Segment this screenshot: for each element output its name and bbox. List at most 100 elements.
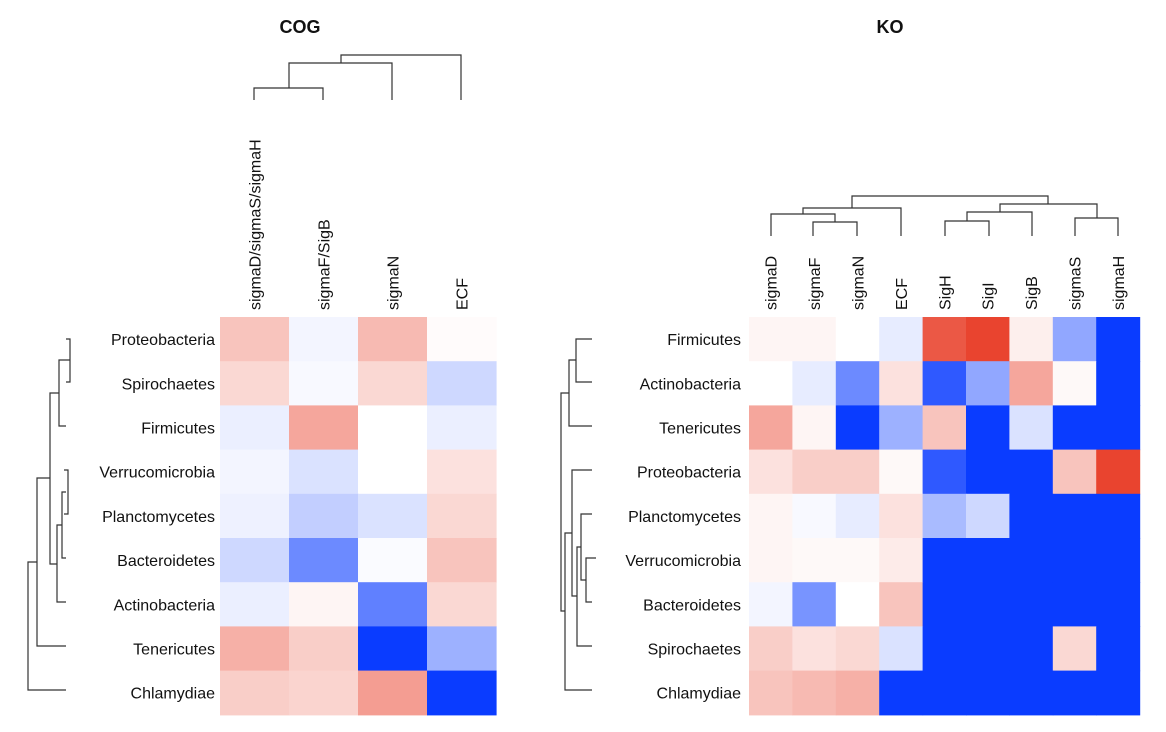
- ko-cell: [835, 493, 880, 539]
- cog-cell: [427, 361, 497, 406]
- ko-cell: [835, 582, 880, 627]
- ko-cell: [879, 449, 924, 495]
- ko-cell: [1052, 626, 1097, 672]
- ko-cell: [966, 582, 1010, 627]
- ko-cell: [879, 582, 924, 627]
- ko-cell: [922, 361, 967, 406]
- ko-cell: [879, 405, 924, 451]
- cog-row-labels: Proteobacteria Spirochaetes Firmicutes Verr…: [99, 332, 215, 703]
- cog-title: COG: [279, 17, 320, 37]
- ko-column-label: SigB: [1024, 276, 1041, 310]
- ko-cell: [749, 317, 793, 362]
- ko-column-label: SigH: [937, 275, 954, 310]
- ko-cell: [749, 626, 793, 672]
- ko-cell: [1009, 317, 1054, 362]
- ko-cell: [1009, 493, 1054, 539]
- ko-title: KO: [877, 17, 904, 37]
- ko-cell: [1052, 361, 1097, 406]
- ko-cell: [1009, 582, 1054, 627]
- ko-cell: [922, 449, 967, 495]
- cog-column-labels: sigmaD/sigmaS/sigmaH sigmaF/SigB sigmaN ECF: [248, 139, 472, 310]
- ko-cell: [792, 449, 837, 495]
- ko-cell: [835, 405, 880, 451]
- cog-row-label: Planctomycetes: [102, 509, 215, 526]
- ko-cell: [922, 317, 967, 362]
- cog-column-label: sigmaD/sigmaS/sigmaH: [248, 139, 265, 310]
- ko-cell: [1052, 449, 1097, 495]
- cog-row-label: Firmicutes: [141, 421, 215, 438]
- cog-cell: [289, 405, 359, 451]
- cog-cell: [427, 317, 497, 362]
- ko-cell: [879, 317, 924, 362]
- ko-column-label: sigmaS: [1068, 257, 1085, 310]
- ko-cell: [792, 317, 837, 362]
- ko-cell: [1096, 538, 1141, 583]
- ko-cell: [922, 626, 967, 672]
- cog-row-label: Actinobacteria: [114, 597, 215, 614]
- ko-cell: [879, 361, 924, 406]
- ko-row-label: Tenericutes: [659, 421, 741, 438]
- ko-cell: [1096, 317, 1141, 362]
- ko-cell: [966, 493, 1010, 539]
- ko-cell: [1009, 361, 1054, 406]
- cog-row-label: Bacteroidetes: [117, 553, 215, 570]
- ko-cell: [922, 493, 967, 539]
- ko-cell: [922, 582, 967, 627]
- ko-cell: [749, 361, 793, 406]
- cog-cell: [220, 582, 290, 627]
- cog-cell: [220, 538, 290, 583]
- ko-cell: [1096, 493, 1141, 539]
- cog-cell: [427, 405, 497, 451]
- ko-column-label: sigmaH: [1111, 256, 1128, 310]
- ko-row-dendrogram: [560, 338, 596, 691]
- cog-cell: [220, 449, 290, 495]
- cog-cell: [427, 493, 497, 539]
- ko-cell: [1052, 670, 1097, 716]
- ko-cell: [922, 405, 967, 451]
- ko-cell: [879, 670, 924, 716]
- ko-cell: [1009, 405, 1054, 451]
- ko-cell: [966, 361, 1010, 406]
- cog-cell: [358, 538, 428, 583]
- ko-cell: [835, 317, 880, 362]
- cog-cells: [220, 317, 497, 716]
- ko-cell: [879, 493, 924, 539]
- ko-cell: [1009, 670, 1054, 716]
- cog-cell: [220, 493, 290, 539]
- ko-cell: [1052, 538, 1097, 583]
- ko-cell: [835, 361, 880, 406]
- cog-cell: [289, 538, 359, 583]
- ko-row-label: Spirochaetes: [648, 642, 741, 659]
- ko-row-label: Planctomycetes: [628, 509, 741, 526]
- ko-column-label: SigI: [981, 282, 998, 310]
- ko-cell: [792, 582, 837, 627]
- ko-cell: [792, 626, 837, 672]
- ko-cell: [1052, 493, 1097, 539]
- ko-cell: [792, 361, 837, 406]
- cog-column-dendrogram: [253, 54, 462, 100]
- cog-cell: [289, 317, 359, 362]
- ko-cell: [1096, 670, 1141, 716]
- cog-cell: [427, 670, 497, 716]
- cog-column-label: sigmaN: [386, 256, 403, 310]
- ko-cell: [1052, 582, 1097, 627]
- ko-cell: [792, 493, 837, 539]
- ko-cell: [835, 626, 880, 672]
- cog-cell: [289, 493, 359, 539]
- cog-cell: [220, 317, 290, 362]
- cog-cell: [427, 626, 497, 672]
- cog-cell: [220, 405, 290, 451]
- ko-column-label: ECF: [894, 278, 911, 310]
- cog-cell: [289, 670, 359, 716]
- cog-cell: [427, 582, 497, 627]
- cog-cell: [289, 449, 359, 495]
- cog-cell: [289, 361, 359, 406]
- ko-cell: [749, 582, 793, 627]
- ko-cell: [1096, 626, 1141, 672]
- ko-cell: [1096, 405, 1141, 451]
- ko-cell: [749, 670, 793, 716]
- ko-cell: [922, 538, 967, 583]
- cog-row-label: Chlamydiae: [131, 686, 216, 703]
- ko-panel: KO sigmaD sigmaF sigmaN ECF SigH SigI SigB sigm…: [560, 17, 1141, 716]
- cog-cell: [220, 361, 290, 406]
